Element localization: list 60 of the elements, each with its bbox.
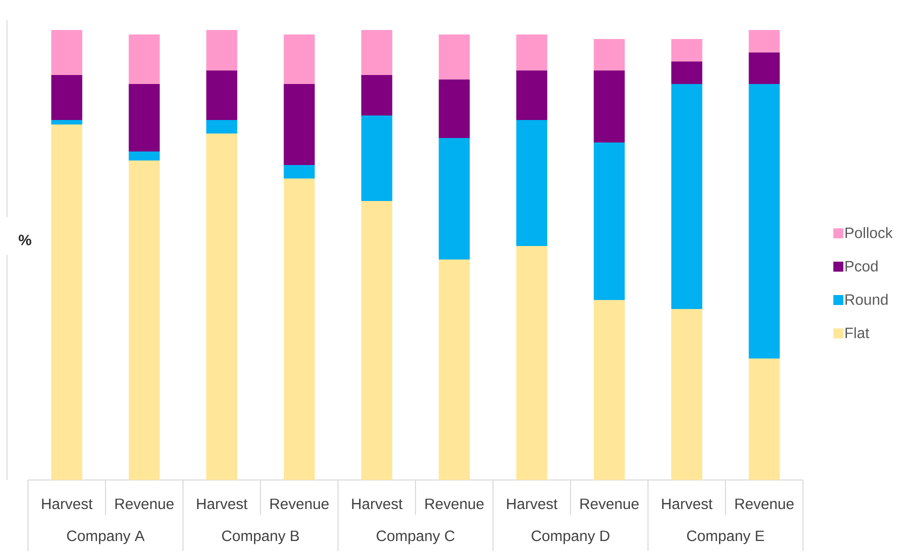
bar [671,84,702,309]
bar [516,70,548,120]
bar [516,120,548,246]
bar [438,79,470,138]
text: Company A [67,530,145,544]
bar [284,178,315,480]
bar [671,38,702,62]
x-tick-label: Revenue [270,498,329,510]
bar [748,52,780,84]
x-tick-label: Harvest [662,498,712,510]
bar [594,70,625,142]
bar [594,142,625,300]
bar [748,30,780,52]
legend-label: Round [846,294,888,305]
bar [748,84,780,358]
bar [361,115,392,201]
x-tick-label: Harvest [197,498,248,510]
x-tick-label: Revenue [580,498,639,510]
bar [516,34,548,70]
legend-label: Pcod [846,260,878,272]
bar [516,246,548,480]
bar [51,30,82,75]
legend-label: Pollock [846,227,893,238]
bar [438,259,470,480]
bar [671,61,702,84]
bar [206,30,238,70]
bar [284,164,315,178]
bar [51,124,82,480]
bar [671,309,702,480]
x-tick-label: Revenue [735,498,794,510]
bar [748,358,780,480]
bar [128,84,160,152]
bar [128,160,160,480]
legend-label: Flat [846,327,870,338]
bar [361,74,392,116]
bar [361,30,392,75]
text: Company E [687,530,764,544]
bar [284,84,315,165]
y-axis-title: % [18,234,32,246]
x-tick-label: Harvest [352,498,402,510]
text: Company C [376,530,455,544]
x-tick-label: Harvest [42,498,92,510]
text: Company D [532,530,610,544]
bar [438,34,470,80]
bar [361,200,392,480]
x-tick-label: Revenue [425,498,484,510]
bar [206,133,238,480]
bar [51,120,82,124]
bar [51,74,82,120]
bar [128,151,160,160]
bar [206,70,238,120]
bar [206,120,238,134]
bar [128,34,160,84]
text: Company B [222,530,299,544]
bar [594,38,625,70]
x-tick-label: Harvest [507,498,558,510]
bar [594,300,625,480]
bar [284,34,315,84]
x-tick-label: Revenue [115,498,174,510]
bar [438,138,470,260]
